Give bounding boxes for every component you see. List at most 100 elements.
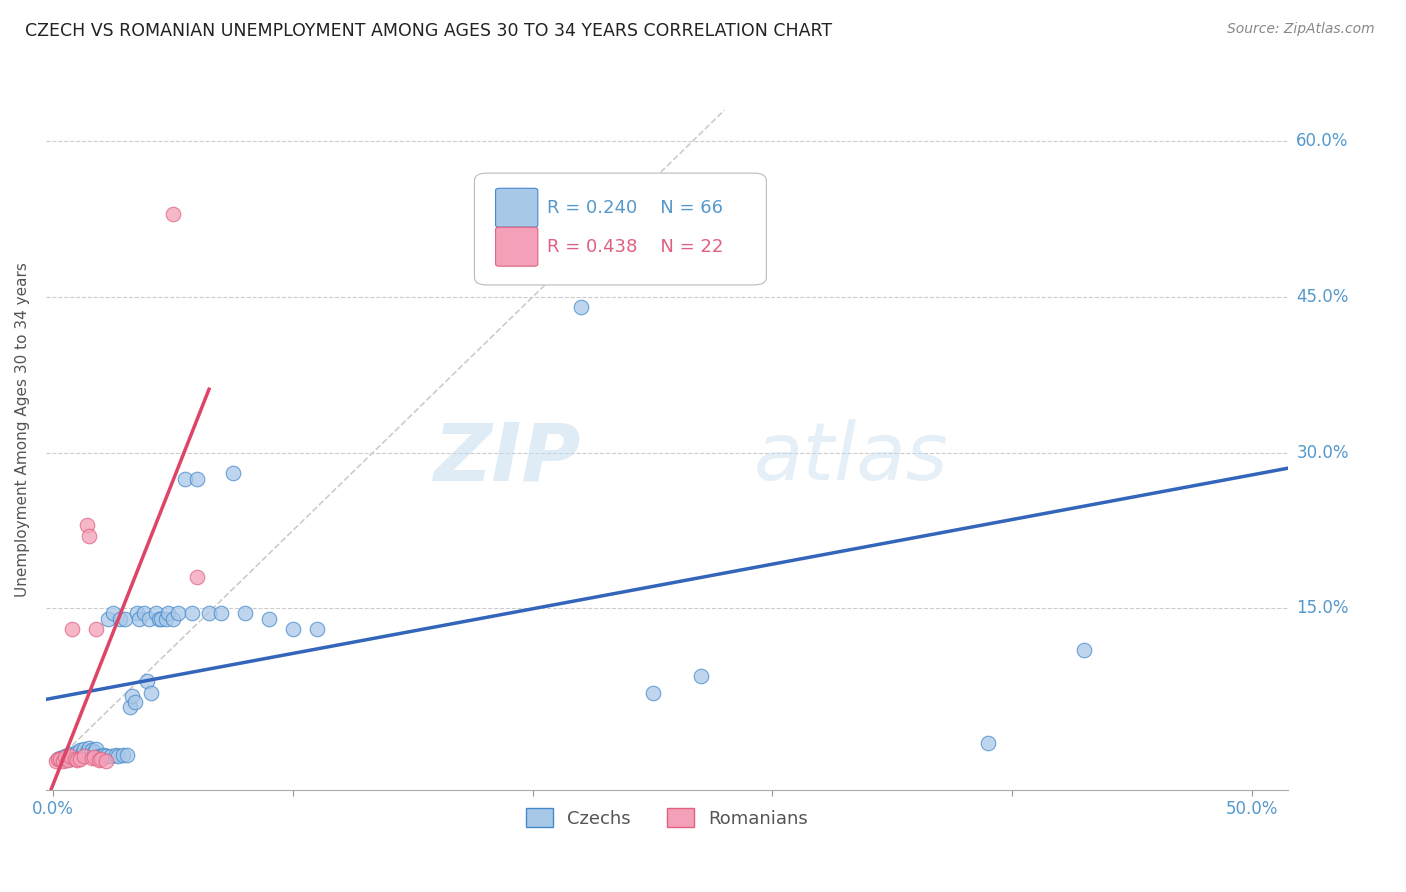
Point (127, 607, 149, 621)
Point (56, 747, 79, 762)
Point (46, 752, 69, 766)
Text: 60.0%: 60.0% (1296, 132, 1348, 150)
Point (56, 750, 79, 764)
Point (73, 748, 96, 763)
Point (66, 744, 89, 758)
Point (181, 607, 204, 621)
Point (174, 471, 197, 485)
Point (141, 686, 163, 700)
Point (49, 750, 72, 764)
Point (69, 743, 91, 757)
Point (233, 607, 256, 621)
Point (135, 673, 157, 688)
Point (53, 748, 76, 763)
Point (128, 612, 150, 626)
Point (121, 690, 143, 704)
Text: 15.0%: 15.0% (1296, 599, 1348, 617)
Point (80, 750, 103, 764)
Point (110, 612, 132, 626)
Point (59, 747, 82, 761)
Point (641, 686, 664, 700)
Y-axis label: Unemployment Among Ages 30 to 34 years: Unemployment Among Ages 30 to 34 years (15, 261, 30, 597)
Point (49, 752, 72, 766)
Point (83, 749, 105, 764)
Point (162, 207, 184, 221)
Point (53, 753, 76, 767)
Point (977, 736, 1000, 750)
Point (77, 741, 100, 756)
Point (198, 607, 221, 621)
Point (73, 742, 96, 756)
Point (209, 607, 232, 621)
Point (222, 467, 245, 481)
Point (155, 612, 177, 626)
Point (63, 748, 86, 763)
Text: Source: ZipAtlas.com: Source: ZipAtlas.com (1227, 22, 1375, 37)
Point (83, 744, 105, 758)
Point (134, 607, 156, 621)
Text: 45.0%: 45.0% (1296, 288, 1348, 306)
Point (157, 607, 180, 621)
Point (94, 748, 117, 763)
Text: CZECH VS ROMANIAN UNEMPLOYMENT AMONG AGES 30 TO 34 YEARS CORRELATION CHART: CZECH VS ROMANIAN UNEMPLOYMENT AMONG AGE… (25, 22, 832, 40)
Point (111, 747, 134, 762)
Point (90, 748, 112, 763)
Point (80, 743, 103, 757)
Point (60, 622, 83, 636)
Point (186, 570, 208, 584)
Text: atlas: atlas (754, 419, 949, 497)
Point (70, 747, 93, 761)
Point (124, 695, 146, 709)
Point (118, 699, 141, 714)
Point (94, 754, 117, 768)
Point (101, 607, 124, 621)
Point (114, 612, 136, 626)
Point (117, 747, 139, 762)
Point (59, 752, 82, 766)
Text: R = 0.240    N = 66: R = 0.240 N = 66 (547, 199, 723, 217)
Point (162, 612, 184, 626)
Point (93, 747, 115, 762)
Point (569, 300, 592, 314)
Point (107, 748, 129, 763)
Point (63, 752, 86, 766)
Text: 30.0%: 30.0% (1296, 443, 1348, 461)
Point (87, 753, 110, 767)
Text: R = 0.438    N = 22: R = 0.438 N = 22 (547, 237, 723, 256)
Point (76, 518, 98, 533)
Point (689, 669, 711, 683)
Point (60, 749, 83, 764)
Point (100, 748, 122, 763)
Point (1073, 642, 1095, 657)
Point (46, 752, 69, 766)
Point (257, 612, 280, 626)
Point (474, 227, 496, 242)
Point (145, 607, 167, 621)
Point (86, 622, 108, 636)
Point (66, 753, 89, 767)
Text: ZIP: ZIP (433, 419, 581, 497)
FancyBboxPatch shape (495, 227, 538, 266)
Point (281, 622, 304, 636)
Point (166, 607, 188, 621)
Point (59, 748, 82, 763)
Point (87, 748, 110, 763)
Point (52, 752, 75, 766)
Point (76, 744, 98, 758)
Point (77, 528, 100, 542)
FancyBboxPatch shape (474, 173, 766, 285)
Point (150, 612, 173, 626)
Point (305, 622, 328, 636)
Point (148, 612, 170, 626)
Point (56, 753, 79, 767)
Point (97, 612, 120, 626)
Point (45, 754, 67, 768)
Point (138, 612, 160, 626)
Point (69, 752, 91, 766)
Point (53, 749, 76, 764)
Legend: Czechs, Romanians: Czechs, Romanians (519, 801, 815, 835)
Point (52, 754, 75, 768)
FancyBboxPatch shape (495, 188, 538, 227)
Point (104, 747, 127, 762)
Point (86, 742, 108, 756)
